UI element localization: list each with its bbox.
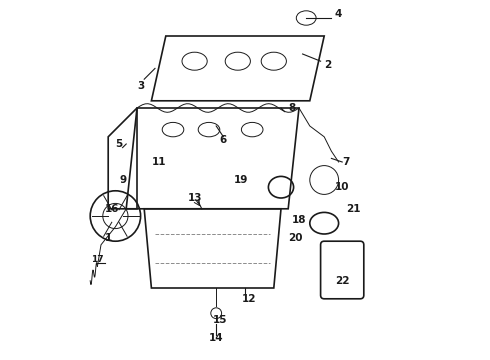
Text: 17: 17 — [91, 255, 104, 264]
Text: 18: 18 — [292, 215, 306, 225]
Text: 21: 21 — [346, 204, 360, 214]
Text: 8: 8 — [288, 103, 295, 113]
Text: 7: 7 — [342, 157, 349, 167]
Text: 2: 2 — [324, 60, 331, 70]
Text: 6: 6 — [220, 135, 227, 145]
Text: 4: 4 — [335, 9, 343, 19]
Text: 14: 14 — [209, 333, 223, 343]
Text: 3: 3 — [137, 81, 144, 91]
Text: 11: 11 — [151, 157, 166, 167]
Text: 13: 13 — [187, 193, 202, 203]
Text: 9: 9 — [119, 175, 126, 185]
Text: 20: 20 — [288, 233, 303, 243]
Text: 10: 10 — [335, 182, 349, 192]
Text: 5: 5 — [115, 139, 122, 149]
Text: 22: 22 — [335, 276, 349, 286]
Text: 16: 16 — [104, 204, 119, 214]
Text: 15: 15 — [213, 315, 227, 325]
Text: 19: 19 — [234, 175, 248, 185]
Text: 1: 1 — [104, 233, 112, 243]
Text: 12: 12 — [242, 294, 256, 304]
